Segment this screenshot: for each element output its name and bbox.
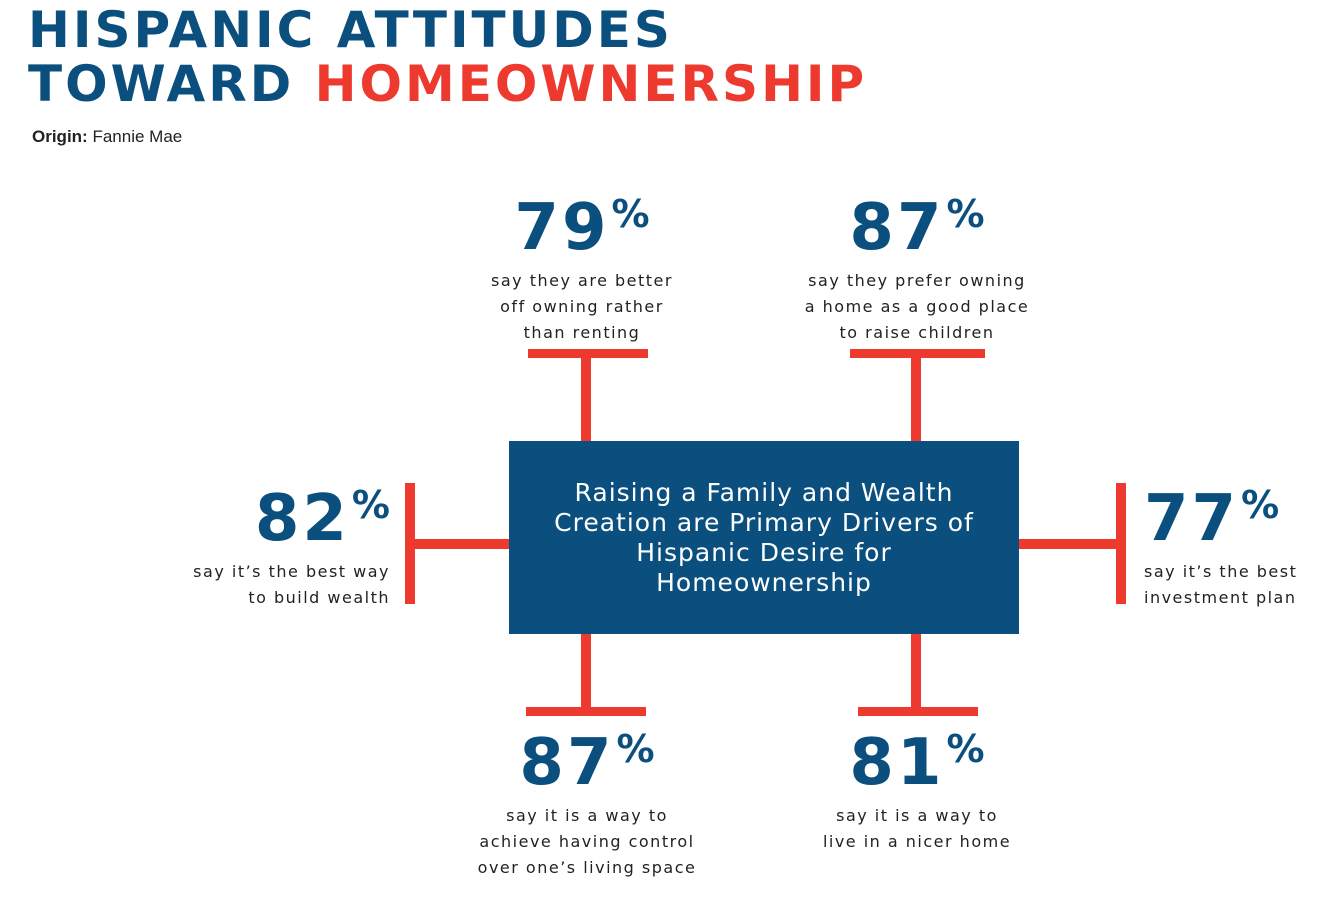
central-message-box: Raising a Family and Wealth Creation are… — [509, 441, 1019, 634]
stat-left-line: to build wealth — [248, 588, 390, 607]
stat-top-right-number: 87 — [849, 191, 945, 265]
stat-bottom-right: 81% say it is a way to live in a nicer h… — [792, 730, 1042, 855]
connector-left-stem — [410, 539, 510, 549]
stat-bottom-right-line: say it is a way to — [836, 806, 998, 825]
stat-top-left: 79% say they are better off owning rathe… — [462, 195, 702, 346]
connector-top-right-cap — [850, 349, 985, 358]
stat-top-right: 87% say they prefer owning a home as a g… — [777, 195, 1057, 346]
stat-bottom-left: 87% say it is a way to achieve having co… — [452, 730, 722, 881]
stat-right-line: say it’s the best — [1144, 562, 1298, 581]
stat-top-right-line: a home as a good place — [804, 297, 1030, 316]
stat-left-description: say it’s the best way to build wealth — [168, 559, 390, 611]
stat-bottom-right-number: 81 — [849, 726, 945, 800]
stat-top-right-line: say they prefer owning — [808, 271, 1026, 290]
stat-top-left-line: say they are better — [491, 271, 673, 290]
stat-left-number: 82 — [254, 482, 350, 556]
connector-right-stem — [1018, 539, 1118, 549]
stat-bottom-right-sign: % — [946, 727, 985, 771]
stat-top-left-line: than renting — [523, 323, 641, 342]
stat-right-percent: 77% — [1144, 486, 1314, 551]
stat-bottom-right-description: say it is a way to live in a nicer home — [792, 803, 1042, 855]
stat-bottom-left-line: say it is a way to — [506, 806, 668, 825]
connector-top-left-stem — [581, 354, 591, 442]
stat-left-line: say it’s the best way — [193, 562, 390, 581]
stat-bottom-left-line: over one’s living space — [477, 858, 697, 877]
stat-bottom-right-line: live in a nicer home — [822, 832, 1012, 851]
origin-label: Origin: — [32, 127, 88, 146]
stat-top-left-number: 79 — [514, 191, 610, 265]
title-line-1: HISPANIC ATTITUDES — [28, 1, 673, 59]
connector-bottom-left-stem — [581, 633, 591, 711]
connector-bottom-right-cap — [858, 707, 978, 716]
connector-top-left-cap — [528, 349, 648, 358]
connector-bottom-right-stem — [911, 633, 921, 711]
stat-top-right-description: say they prefer owning a home as a good … — [777, 268, 1057, 346]
origin-value: Fannie Mae — [92, 127, 183, 146]
stat-top-left-percent: 79% — [462, 195, 702, 260]
connector-top-right-stem — [911, 354, 921, 442]
stat-bottom-left-description: say it is a way to achieve having contro… — [452, 803, 722, 881]
stat-bottom-right-percent: 81% — [792, 730, 1042, 795]
central-message: Raising a Family and Wealth Creation are… — [554, 477, 974, 597]
stat-top-left-description: say they are better off owning rather th… — [462, 268, 702, 346]
stat-left-sign: % — [351, 483, 390, 527]
connector-right-cap — [1116, 483, 1126, 604]
title-line-2: TOWARD HOMEOWNERSHIP — [28, 56, 867, 112]
stat-top-left-sign: % — [611, 192, 650, 236]
stat-left-percent: 82% — [168, 486, 390, 551]
stat-right-line: investment plan — [1144, 588, 1297, 607]
stat-right: 77% say it’s the best investment plan — [1144, 486, 1314, 611]
stat-bottom-left-sign: % — [616, 727, 655, 771]
title-accent: HOMEOWNERSHIP — [314, 55, 868, 113]
stat-right-sign: % — [1241, 483, 1280, 527]
stat-right-description: say it’s the best investment plan — [1144, 559, 1314, 611]
stat-right-number: 77 — [1144, 482, 1240, 556]
stat-top-left-line: off owning rather — [500, 297, 664, 316]
stat-bottom-left-line: achieve having control — [479, 832, 695, 851]
stat-bottom-left-percent: 87% — [452, 730, 722, 795]
origin-source: Origin: Fannie Mae — [32, 127, 182, 147]
stat-bottom-left-number: 87 — [519, 726, 615, 800]
connector-bottom-left-cap — [526, 707, 646, 716]
stat-left: 82% say it’s the best way to build wealt… — [168, 486, 390, 611]
stat-top-right-sign: % — [946, 192, 985, 236]
title-prefix: TOWARD — [28, 55, 295, 113]
stat-top-right-percent: 87% — [777, 195, 1057, 260]
stat-top-right-line: to raise children — [839, 323, 995, 342]
